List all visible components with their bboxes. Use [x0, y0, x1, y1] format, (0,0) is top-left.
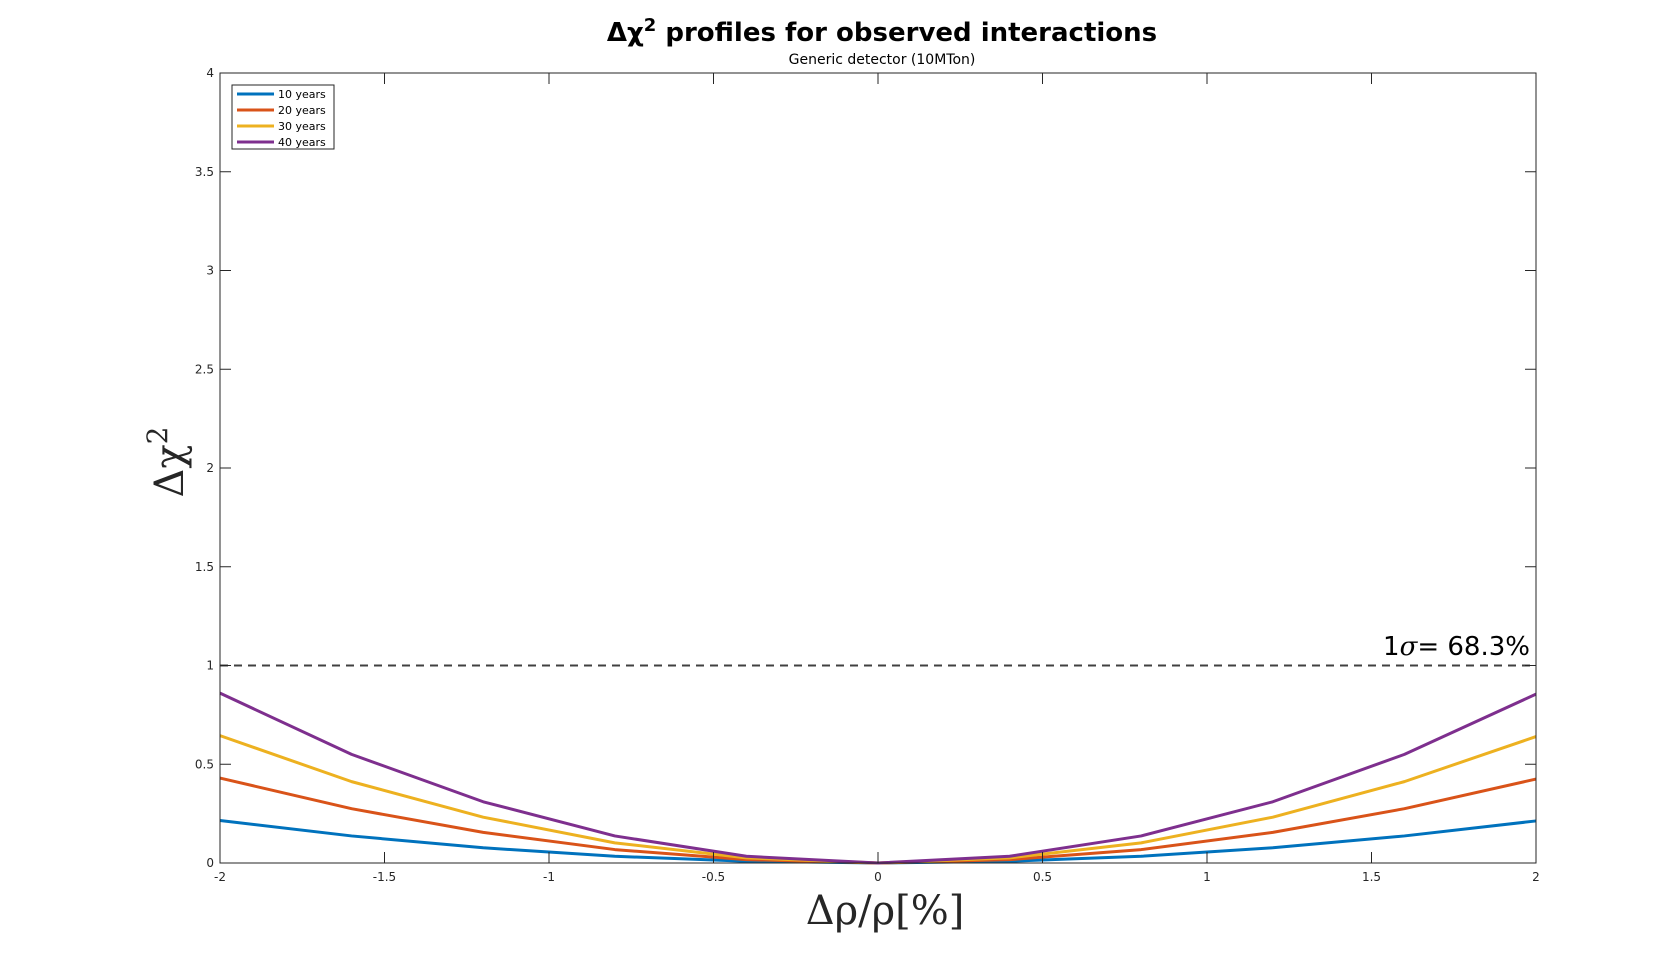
x-tick-label: 1	[1203, 870, 1211, 884]
tick-labels-group: -2 -1.5 -1 -0.5 0 0.5 1 1.5 2 0 0.5 1 1.5 2 2.5 3 3.5 4	[195, 66, 1540, 884]
reference-line-label-sigma: σ	[1400, 632, 1419, 662]
y-tick-label: 1	[206, 659, 214, 673]
chart-subtitle: Generic detector (10MTon)	[789, 52, 976, 68]
y-tick-label: 0.5	[195, 757, 214, 771]
reference-line-label-rest: = 68.3%	[1417, 632, 1530, 662]
reference-line-label: 1σ= 68.3%	[1383, 632, 1530, 662]
y-tick-label: 3.5	[195, 165, 214, 179]
legend-box	[231, 84, 335, 150]
chart-title-sup: 2	[644, 15, 657, 36]
legend-label: 10 years	[278, 88, 326, 101]
y-tick-label: 4	[206, 66, 214, 80]
x-tick-label: 0.5	[1033, 870, 1052, 884]
legend: 10 years 20 years 30 years 40 years	[231, 84, 335, 150]
plot-frame	[219, 72, 1537, 864]
legend-label: 20 years	[278, 104, 326, 117]
y-tick-label: 3	[206, 264, 214, 278]
x-tick-label: 0	[874, 870, 882, 884]
y-axis-label-main: Δχ	[147, 444, 193, 497]
chart-title: Δχ2 profiles for observed interactions	[607, 15, 1157, 48]
legend-label: 40 years	[278, 136, 326, 149]
x-tick-label: -1	[543, 870, 555, 884]
x-tick-label: -1.5	[373, 870, 396, 884]
y-tick-label: 0	[206, 856, 214, 870]
y-tick-label: 1.5	[195, 560, 214, 574]
x-tick-label: -2	[214, 870, 226, 884]
x-tick-label: 2	[1532, 870, 1540, 884]
y-axis-label-sup: 2	[141, 427, 174, 445]
x-axis-label: Δρ/ρ[%]	[806, 888, 965, 934]
y-tick-label: 2	[206, 461, 214, 475]
x-tick-label: -0.5	[702, 870, 725, 884]
chart-title-prefix: Δχ	[607, 18, 644, 48]
y-tick-label: 2.5	[195, 362, 214, 376]
reference-line-label-prefix: 1	[1383, 632, 1400, 662]
x-tick-label: 1.5	[1362, 870, 1381, 884]
plot-area	[220, 73, 1536, 863]
legend-label: 30 years	[278, 120, 326, 133]
y-axis-label: Δχ2	[141, 427, 193, 498]
chart-title-rest: profiles for observed interactions	[656, 18, 1157, 48]
